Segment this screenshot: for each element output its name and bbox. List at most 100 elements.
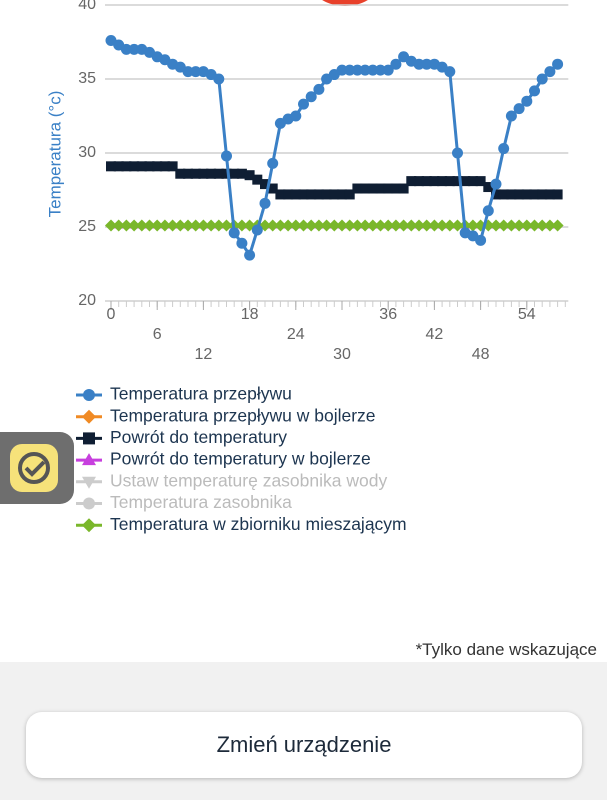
point <box>144 161 155 172</box>
point <box>159 161 170 172</box>
legend-label[interactable]: Temperatura przepływu w bojlerze <box>110 405 376 425</box>
point <box>112 219 125 232</box>
point <box>297 219 310 232</box>
point <box>367 183 378 194</box>
legend-label[interactable]: Powrót do temperatury w bojlerze <box>110 449 371 469</box>
x-tick-label: 30 <box>333 346 351 363</box>
point <box>366 219 379 232</box>
point <box>290 110 302 122</box>
point <box>152 161 163 172</box>
point <box>267 183 278 194</box>
point <box>236 168 247 179</box>
point <box>312 219 325 232</box>
point <box>151 219 164 232</box>
point <box>128 219 141 232</box>
change-device-button[interactable]: Zmień urządzenie <box>26 712 582 778</box>
point <box>190 66 202 78</box>
point <box>490 178 502 190</box>
point <box>421 176 432 187</box>
point <box>359 64 371 76</box>
legend-marker <box>82 518 96 533</box>
point <box>197 219 210 232</box>
point <box>436 219 449 232</box>
point <box>498 143 510 155</box>
point <box>537 189 548 200</box>
point <box>129 161 140 172</box>
legend-label[interactable]: Temperatura przepływu <box>110 384 292 404</box>
point <box>389 219 402 232</box>
point <box>166 219 179 232</box>
point <box>514 189 525 200</box>
point <box>390 58 402 70</box>
legend-label[interactable]: Temperatura w zbiorniku mieszającym <box>110 514 407 534</box>
point <box>513 219 526 232</box>
footnote: *Tylko dane wskazujące <box>415 640 597 659</box>
point <box>213 73 225 85</box>
point <box>321 189 332 200</box>
point <box>136 161 147 172</box>
y-tick-label: 25 <box>78 218 96 235</box>
point <box>205 219 218 232</box>
point <box>120 219 133 232</box>
point <box>413 58 425 70</box>
point <box>466 219 479 232</box>
point <box>158 219 171 232</box>
legend-label[interactable]: Powrót do temperatury <box>110 427 287 447</box>
x-tick-label: 0 <box>107 306 116 323</box>
point <box>329 189 340 200</box>
point <box>421 58 433 70</box>
point <box>298 189 309 200</box>
point <box>305 219 318 232</box>
point <box>221 168 232 179</box>
point <box>359 219 372 232</box>
point <box>551 219 564 232</box>
point <box>413 219 425 232</box>
point <box>382 64 394 76</box>
point <box>198 168 209 179</box>
x-tick-label: 48 <box>472 346 490 363</box>
point <box>452 147 463 159</box>
point <box>529 85 540 97</box>
point <box>183 168 193 179</box>
point <box>498 189 509 200</box>
point <box>452 176 463 187</box>
point <box>336 219 348 232</box>
point <box>351 64 363 76</box>
legend-marker <box>82 409 96 424</box>
y-tick-label: 30 <box>78 144 96 161</box>
point <box>536 219 549 232</box>
point <box>274 219 287 232</box>
point <box>483 182 494 193</box>
point <box>221 150 232 162</box>
point <box>235 219 248 232</box>
point <box>383 183 394 194</box>
point <box>428 219 441 232</box>
legend-label[interactable]: Temperatura zasobnika <box>110 492 292 512</box>
point <box>344 64 356 76</box>
y-axis-label: Temperatura (°c) <box>45 91 64 218</box>
point <box>275 189 286 200</box>
point <box>529 189 540 200</box>
legend-label[interactable]: Ustaw temperaturę zasobnika wody <box>110 470 387 490</box>
point <box>174 219 187 232</box>
point <box>305 91 317 103</box>
point <box>259 197 271 209</box>
point <box>451 219 464 232</box>
point <box>120 43 132 55</box>
point <box>290 189 301 200</box>
point <box>336 64 348 76</box>
y-tick-label: 40 <box>78 0 96 13</box>
point <box>220 219 233 232</box>
point <box>543 219 556 232</box>
point <box>521 95 533 107</box>
point <box>106 161 116 172</box>
point <box>444 66 456 78</box>
task-overlay[interactable] <box>0 430 76 506</box>
point <box>521 189 532 200</box>
point <box>282 219 295 232</box>
x-tick-label: 42 <box>426 326 444 343</box>
point <box>260 179 270 190</box>
x-tick-label: 36 <box>379 306 397 323</box>
legend-marker <box>83 497 95 510</box>
x-tick-label: 24 <box>287 326 305 343</box>
